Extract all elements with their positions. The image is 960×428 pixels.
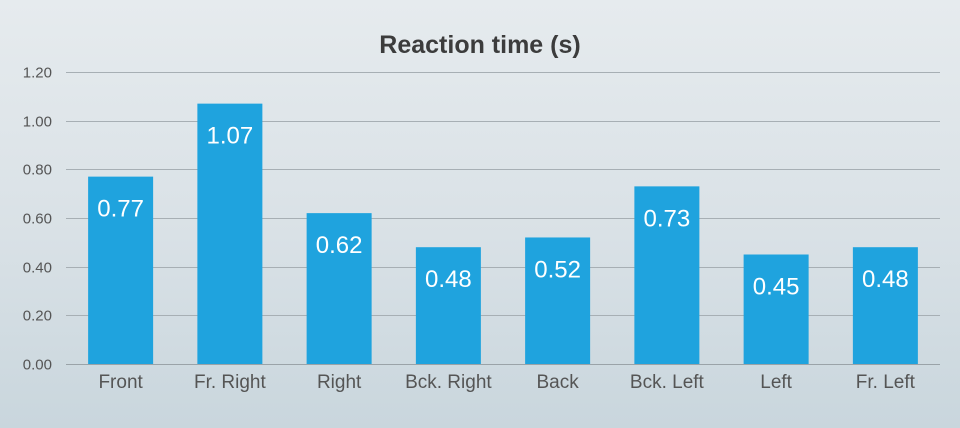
x-tick-label: Left: [760, 372, 792, 393]
bars: [88, 103, 918, 364]
chart-title: Reaction time (s): [379, 31, 580, 59]
bar: [415, 247, 481, 364]
y-tick-label: 1.00: [23, 114, 52, 131]
x-tick-label: Fr. Right: [194, 372, 267, 393]
gridlines: [66, 72, 940, 365]
x-tick-label: Bck. Left: [630, 372, 705, 393]
bar: [634, 186, 700, 364]
bar-data-label: 1.07: [207, 123, 254, 150]
x-tick-label: Back: [537, 372, 580, 393]
y-tick-label: 0.80: [23, 162, 52, 179]
bar-data-label: 0.73: [644, 205, 691, 232]
bar: [88, 176, 154, 364]
bar-data-label: 0.48: [425, 266, 472, 293]
y-tick-label: 0.40: [23, 260, 52, 277]
bar: [525, 237, 591, 364]
bar-data-label: 0.45: [753, 274, 800, 301]
x-axis-ticks: Front Fr. Right Right Bck. Right Back Bck. Le…: [98, 372, 915, 393]
y-axis-ticks: 0.00 0.20 0.40 0.60 0.80 1.00 1.20: [23, 65, 52, 374]
bar-data-label: 0.48: [862, 266, 909, 293]
x-tick-label: Right: [317, 372, 362, 393]
bar-data-label: 0.52: [534, 256, 581, 283]
data-labels: 0.77 1.07 0.62 0.48 0.52 0.73 0.45 0.48: [97, 123, 908, 301]
x-tick-label: Fr. Left: [856, 372, 916, 393]
bar: [306, 213, 372, 364]
x-tick-label: Front: [98, 372, 143, 393]
y-tick-label: 1.20: [23, 65, 52, 82]
x-tick-label: Bck. Right: [405, 372, 492, 393]
y-tick-label: 0.60: [23, 211, 52, 228]
bar: [852, 247, 918, 364]
y-tick-label: 0.00: [23, 357, 52, 374]
bar-data-label: 0.77: [97, 196, 144, 223]
y-tick-label: 0.20: [23, 308, 52, 325]
bar: [743, 254, 809, 364]
bar-data-label: 0.62: [316, 232, 363, 259]
bar: [197, 103, 263, 364]
